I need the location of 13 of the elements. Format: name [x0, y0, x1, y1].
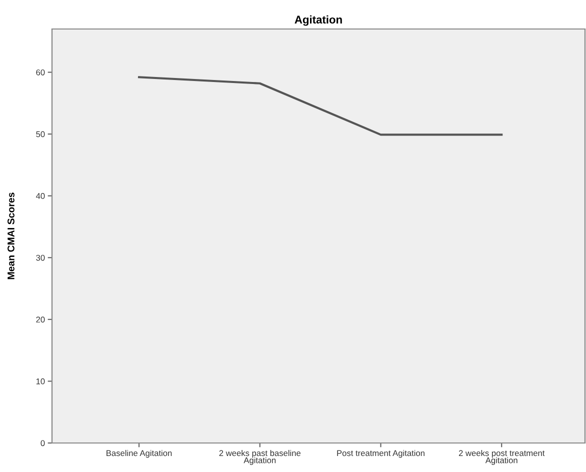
y-tick-label: 60	[36, 69, 45, 76]
x-tick-label: Post treatment Agitation	[337, 450, 424, 458]
y-tick-label: 0	[40, 440, 45, 446]
y-tick-label: 30	[36, 254, 45, 261]
y-axis-title: Mean CMAI Scores	[8, 192, 14, 280]
x-tick-label: 2 weeks post treatment Agitation	[458, 450, 545, 465]
y-tick-label: 10	[36, 378, 45, 384]
chart-title: Agitation	[294, 15, 342, 26]
x-tick-label: 2 weeks past baseline Agitation	[219, 450, 301, 465]
y-tick-label: 50	[36, 131, 45, 138]
y-tick-label: 40	[36, 193, 45, 199]
y-tick-label: 20	[36, 316, 45, 323]
x-tick-label: Baseline Agitation	[106, 450, 172, 458]
